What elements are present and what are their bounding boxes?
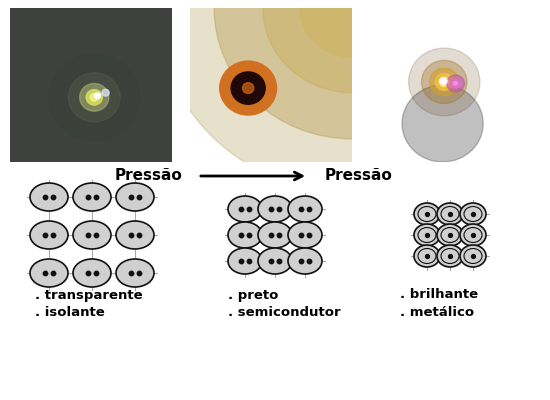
- Ellipse shape: [288, 196, 322, 222]
- Ellipse shape: [418, 228, 436, 242]
- Ellipse shape: [441, 206, 459, 222]
- Ellipse shape: [30, 183, 68, 211]
- Circle shape: [421, 60, 467, 104]
- Circle shape: [439, 77, 449, 86]
- Ellipse shape: [116, 221, 154, 249]
- Ellipse shape: [30, 221, 68, 249]
- Ellipse shape: [441, 248, 459, 264]
- Ellipse shape: [437, 224, 463, 246]
- Ellipse shape: [116, 259, 154, 287]
- Ellipse shape: [464, 228, 482, 242]
- Ellipse shape: [116, 183, 154, 211]
- Circle shape: [430, 68, 459, 96]
- Ellipse shape: [414, 224, 440, 246]
- Circle shape: [68, 73, 120, 122]
- Ellipse shape: [288, 248, 322, 274]
- Ellipse shape: [441, 228, 459, 242]
- Ellipse shape: [418, 206, 436, 222]
- Ellipse shape: [228, 196, 262, 222]
- Text: . isolante: . isolante: [35, 306, 104, 320]
- Ellipse shape: [73, 183, 111, 211]
- Circle shape: [231, 72, 265, 104]
- Text: Pressão: Pressão: [114, 168, 182, 184]
- Ellipse shape: [258, 222, 292, 248]
- Ellipse shape: [30, 259, 68, 287]
- Circle shape: [409, 48, 480, 116]
- Circle shape: [402, 85, 483, 162]
- Polygon shape: [10, 8, 172, 162]
- Ellipse shape: [258, 248, 292, 274]
- Circle shape: [435, 74, 453, 90]
- Ellipse shape: [228, 222, 262, 248]
- Text: . transparente: . transparente: [35, 288, 142, 302]
- Circle shape: [49, 54, 140, 140]
- Ellipse shape: [460, 245, 486, 267]
- Circle shape: [214, 0, 490, 139]
- Text: . brilhante: . brilhante: [400, 288, 478, 302]
- Text: . metálico: . metálico: [400, 306, 474, 320]
- Ellipse shape: [437, 203, 463, 225]
- Ellipse shape: [464, 206, 482, 222]
- Ellipse shape: [228, 248, 262, 274]
- Ellipse shape: [288, 222, 322, 248]
- Circle shape: [157, 0, 547, 193]
- Ellipse shape: [437, 245, 463, 267]
- Text: . preto: . preto: [228, 288, 278, 302]
- Ellipse shape: [414, 245, 440, 267]
- Circle shape: [263, 0, 441, 93]
- Text: . semicondutor: . semicondutor: [228, 306, 340, 320]
- Ellipse shape: [414, 203, 440, 225]
- Text: Pressão: Pressão: [324, 168, 392, 184]
- Ellipse shape: [73, 221, 111, 249]
- Circle shape: [454, 82, 458, 85]
- Circle shape: [86, 90, 102, 105]
- Circle shape: [300, 0, 404, 57]
- Ellipse shape: [460, 224, 486, 246]
- Circle shape: [220, 61, 277, 115]
- Circle shape: [90, 94, 98, 101]
- Ellipse shape: [418, 248, 436, 264]
- Ellipse shape: [258, 196, 292, 222]
- Circle shape: [80, 84, 109, 111]
- Circle shape: [95, 93, 101, 98]
- Ellipse shape: [464, 248, 482, 264]
- Circle shape: [243, 83, 254, 94]
- Ellipse shape: [460, 203, 486, 225]
- Circle shape: [451, 79, 460, 88]
- Circle shape: [102, 89, 109, 96]
- Circle shape: [447, 75, 465, 92]
- Circle shape: [440, 78, 447, 84]
- Ellipse shape: [73, 259, 111, 287]
